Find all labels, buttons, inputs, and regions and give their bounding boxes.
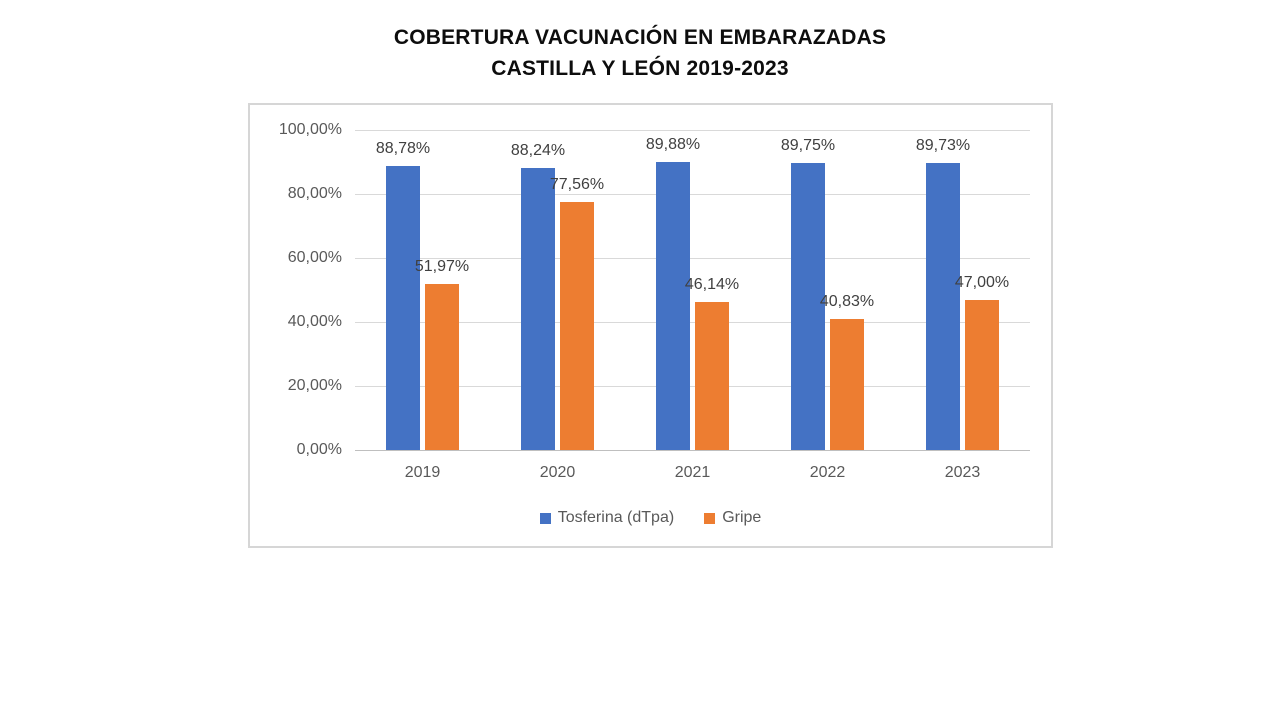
- bar-gripe-2021: [695, 302, 729, 450]
- chart-title-line2: CASTILLA Y LEÓN 2019-2023: [491, 57, 789, 80]
- data-label-tosferina-dtpa-2021: 89,88%: [645, 136, 701, 154]
- bar-gripe-2020: [560, 201, 594, 450]
- chart-title-line1: COBERTURA VACUNACIÓN EN EMBARAZADAS: [393, 26, 887, 49]
- legend-item-tosferina-dtpa: Tosferina (dTpa): [539, 509, 675, 527]
- y-gridline: [355, 322, 1030, 323]
- bar-tosferina-dtpa-2022: [791, 162, 825, 450]
- y-axis-tick-label: 20,00%: [287, 377, 342, 394]
- y-gridline: [355, 258, 1030, 259]
- data-label-gripe-2019: 51,97%: [414, 257, 470, 275]
- y-gridline: [355, 194, 1030, 195]
- data-label-tosferina-dtpa-2023: 89,73%: [915, 136, 971, 154]
- bar-tosferina-dtpa-2021: [656, 162, 690, 450]
- y-gridline: [355, 386, 1030, 387]
- chart-title: COBERTURA VACUNACIÓN EN EMBARAZADAS CAST…: [0, 22, 1280, 84]
- y-axis-tick-label: 80,00%: [287, 185, 342, 202]
- data-label-gripe-2020: 77,56%: [549, 175, 605, 193]
- data-label-tosferina-dtpa-2020: 88,24%: [510, 141, 566, 159]
- bar-gripe-2023: [965, 299, 999, 450]
- x-axis-line: [355, 450, 1030, 451]
- x-axis-tick-label-2021: 2021: [674, 464, 711, 481]
- y-axis-tick-label: 100,00%: [278, 121, 342, 138]
- data-label-gripe-2021: 46,14%: [684, 276, 740, 294]
- data-label-gripe-2023: 47,00%: [954, 273, 1010, 291]
- legend-swatch-icon: [704, 512, 716, 524]
- legend-item-gripe: Gripe: [704, 509, 761, 527]
- bar-tosferina-dtpa-2019: [386, 165, 420, 450]
- bar-gripe-2022: [830, 319, 864, 450]
- chart-container: 0,00% 20,00% 40,00% 60,00% 80,00% 100,00% 88,7…: [248, 103, 1053, 548]
- bar-tosferina-dtpa-2020: [521, 167, 555, 450]
- y-axis-tick-label: 40,00%: [287, 313, 342, 330]
- data-label-tosferina-dtpa-2019: 88,78%: [375, 139, 431, 157]
- legend-label: Tosferina (dTpa): [557, 509, 675, 526]
- x-axis-tick-label-2019: 2019: [404, 464, 441, 481]
- legend-label: Gripe: [722, 509, 762, 526]
- bar-gripe-2019: [425, 283, 459, 450]
- x-axis-tick-label-2022: 2022: [809, 464, 846, 481]
- bar-tosferina-dtpa-2023: [926, 162, 960, 450]
- legend: Tosferina (dTpa) Gripe: [250, 509, 1051, 527]
- y-axis-tick-label: 0,00%: [296, 441, 342, 458]
- data-label-gripe-2022: 40,83%: [819, 293, 875, 311]
- x-axis-tick-label-2020: 2020: [539, 464, 576, 481]
- y-gridline: [355, 130, 1030, 131]
- y-axis-tick-label: 60,00%: [287, 249, 342, 266]
- legend-swatch-icon: [539, 512, 551, 524]
- x-axis-tick-label-2023: 2023: [944, 464, 981, 481]
- data-label-tosferina-dtpa-2022: 89,75%: [780, 136, 836, 154]
